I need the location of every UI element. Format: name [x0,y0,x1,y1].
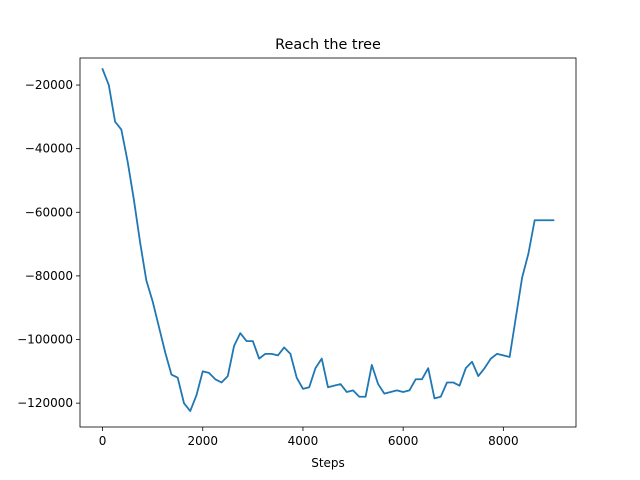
y-tick-label: −60000 [25,205,73,219]
chart-title: Reach the tree [275,37,381,53]
x-axis-ticks: 0 2000 4000 6000 8000 [99,427,519,448]
series-line [101,67,555,412]
x-tick-label: 4000 [288,434,319,448]
y-tick-label: −100000 [17,333,73,347]
plot-frame [79,57,577,428]
y-tick-label: −20000 [25,78,73,92]
x-axis-label: Steps [311,456,345,470]
y-tick-label: −40000 [25,142,73,156]
y-axis-ticks: −120000 −100000 −80000 −60000 −40000 −20000 [17,78,80,410]
x-tick-label: 2000 [187,434,218,448]
x-tick-label: 6000 [388,434,419,448]
y-tick-label: −120000 [17,396,73,410]
y-tick-label: −80000 [25,269,73,283]
series-layer [101,67,555,412]
x-tick-label: 0 [99,434,107,448]
x-tick-label: 8000 [488,434,519,448]
